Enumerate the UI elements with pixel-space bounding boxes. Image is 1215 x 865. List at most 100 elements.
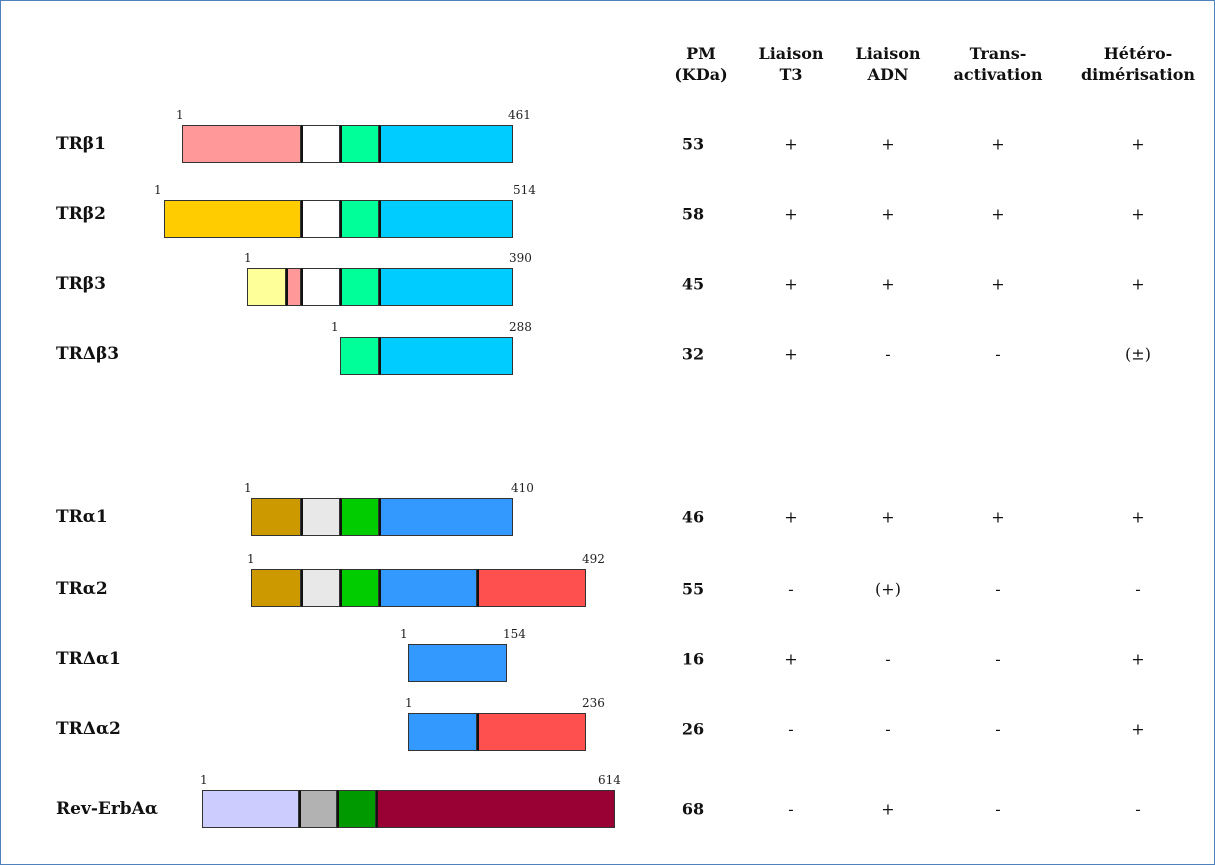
heterodimerisation-value: + [1131,719,1145,739]
domain-segment-white [301,125,340,163]
dna-binding-value: + [881,134,895,154]
start-residue: 1 [200,773,208,787]
isoform-label: Rev-ErbAα [56,799,158,819]
end-residue: 154 [503,627,526,641]
heterodimerisation-value: (±) [1125,344,1151,364]
header-heterodimerisation-line1: Hétéro- [1103,44,1173,63]
header-heterodimerisation-line2: dimérisation [1080,65,1196,84]
domain-segment-lightgray [301,569,340,607]
domain-segment-teal [340,268,379,306]
domain-segment-red [477,713,586,751]
header-pm-line1: PM [686,44,716,63]
domain-segment-green [340,569,379,607]
transactivation-value: - [995,579,1001,599]
domain-segment-darkgreen [337,790,376,828]
dna-binding-value: + [881,274,895,294]
isoform-label: TRα2 [56,579,108,599]
domain-segment-white [301,200,340,238]
header-transactivation-line2: activation [953,65,1043,84]
domain-segment-cyan [379,337,513,375]
header-liaison-t3: Liaison T3 [741,43,841,85]
domain-segment-pink [182,125,301,163]
header-liaison-adn-line2: ADN [867,65,909,84]
domain-segment-teal [340,337,379,375]
domain-segment-pink [286,268,301,306]
domain-segment-cyan [379,125,513,163]
domain-segment-teal [340,125,379,163]
transactivation-value: - [995,649,1001,669]
molecular-weight-value: 16 [681,649,705,669]
dna-binding-value: - [885,719,891,739]
t3-binding-value: + [784,344,798,364]
isoform-label: TRβ3 [56,274,106,294]
start-residue: 1 [400,627,408,641]
isoform-label: TRβ1 [56,134,106,154]
heterodimerisation-value: + [1131,507,1145,527]
header-heterodimerisation: Hétéro- dimérisation [1068,43,1208,85]
header-transactivation-line1: Trans- [969,44,1027,63]
heterodimerisation-value: + [1131,649,1145,669]
domain-segment-lavender [202,790,299,828]
dna-binding-value: - [885,344,891,364]
transactivation-value: + [991,204,1005,224]
t3-binding-value: - [788,799,794,819]
t3-binding-value: - [788,719,794,739]
t3-binding-value: + [784,134,798,154]
start-residue: 1 [405,696,413,710]
domain-segment-gold [164,200,301,238]
t3-binding-value: + [784,204,798,224]
domain-segment-blue [408,713,477,751]
end-residue: 492 [582,552,605,566]
domain-segment-green [340,498,379,536]
start-residue: 1 [331,320,339,334]
heterodimerisation-value: + [1131,204,1145,224]
header-liaison-t3-line1: Liaison [758,44,824,63]
domain-segment-red [477,569,586,607]
isoform-label: TRα1 [56,507,108,527]
molecular-weight-value: 45 [681,274,705,294]
heterodimerisation-value: - [1135,579,1141,599]
molecular-weight-value: 32 [681,344,705,364]
dna-binding-value: (+) [875,579,901,599]
header-pm: PM (KDa) [651,43,751,85]
start-residue: 1 [154,183,162,197]
end-residue: 236 [582,696,605,710]
domain-segment-gray [299,790,337,828]
domain-segment-blue [379,569,477,607]
transactivation-value: + [991,274,1005,294]
molecular-weight-value: 46 [681,507,705,527]
header-liaison-adn-line1: Liaison [855,44,921,63]
domain-segment-lightyellow [247,268,286,306]
molecular-weight-value: 68 [681,799,705,819]
domain-segment-lightgray [301,498,340,536]
t3-binding-value: - [788,579,794,599]
start-residue: 1 [247,552,255,566]
header-pm-line2: (KDa) [674,65,728,84]
end-residue: 410 [511,481,534,495]
heterodimerisation-value: - [1135,799,1141,819]
end-residue: 461 [508,108,531,122]
domain-segment-teal [340,200,379,238]
molecular-weight-value: 26 [681,719,705,739]
heterodimerisation-value: + [1131,134,1145,154]
molecular-weight-value: 53 [681,134,705,154]
end-residue: 390 [509,251,532,265]
end-residue: 288 [509,320,532,334]
header-liaison-adn: Liaison ADN [838,43,938,85]
domain-segment-cyan [379,268,513,306]
t3-binding-value: + [784,274,798,294]
transactivation-value: - [995,799,1001,819]
t3-binding-value: + [784,507,798,527]
dna-binding-value: + [881,507,895,527]
isoform-label: TRΔβ3 [56,344,120,364]
start-residue: 1 [244,251,252,265]
domain-segment-white [301,268,340,306]
transactivation-value: + [991,507,1005,527]
molecular-weight-value: 58 [681,204,705,224]
t3-binding-value: + [784,649,798,669]
header-transactivation: Trans- activation [938,43,1058,85]
isoform-label: TRΔα1 [56,649,121,669]
domain-segment-blue [379,498,513,536]
start-residue: 1 [244,481,252,495]
